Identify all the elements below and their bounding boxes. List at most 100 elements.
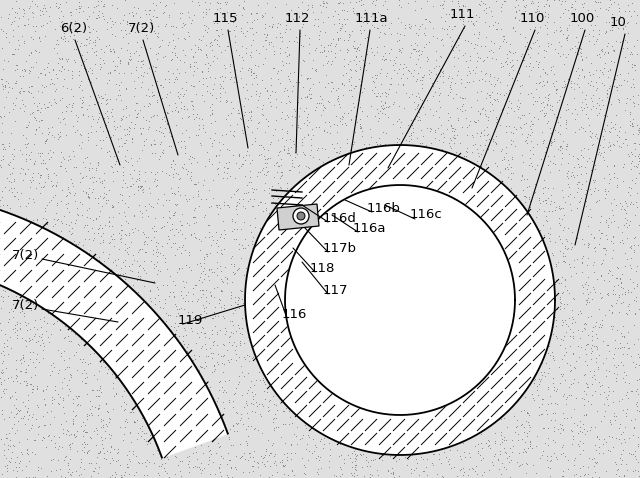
Point (259, 233, 269, 240)
Point (602, 395, 612, 402)
Point (307, 1, 317, 9)
Point (313, 465, 323, 473)
Point (509, 227, 519, 235)
Point (189, 314, 200, 321)
Point (28, 195, 38, 202)
Point (603, 74, 613, 81)
Point (615, 420, 625, 427)
Point (122, 126, 132, 133)
Point (111, 157, 121, 165)
Point (339, 216, 349, 224)
Point (131, 9, 141, 17)
Point (474, 367, 484, 375)
Point (202, 423, 212, 430)
Point (57, 62, 67, 70)
Point (397, 44, 407, 52)
Point (0, 366, 6, 373)
Point (608, 239, 618, 247)
Point (182, 106, 192, 113)
Point (188, 194, 198, 201)
Point (573, 441, 583, 448)
Point (361, 453, 371, 461)
Point (320, 28, 330, 36)
Point (118, 366, 128, 373)
Point (388, 100, 399, 108)
Point (566, 272, 577, 280)
Point (33, 107, 43, 114)
Point (532, 28, 543, 35)
Point (421, 349, 431, 357)
Point (355, 162, 365, 169)
Point (622, 44, 632, 52)
Point (582, 285, 592, 293)
Point (315, 178, 325, 185)
Point (265, 221, 275, 229)
Point (273, 246, 284, 253)
Point (346, 169, 356, 177)
Point (297, 368, 307, 375)
Point (173, 319, 184, 327)
Point (252, 239, 262, 247)
Point (155, 249, 165, 257)
Point (362, 287, 372, 294)
Point (83, 249, 93, 256)
Point (483, 195, 493, 203)
Point (97, 436, 108, 444)
Point (136, 130, 146, 137)
Text: 110: 110 (520, 11, 545, 24)
Point (358, 426, 368, 434)
Point (161, 369, 171, 377)
Point (384, 85, 394, 93)
Point (586, 349, 596, 357)
Point (282, 367, 292, 374)
Point (193, 463, 204, 471)
Point (444, 113, 454, 121)
Point (631, 387, 640, 394)
Point (207, 355, 217, 362)
Point (289, 82, 299, 89)
Point (47, 123, 57, 130)
Point (384, 392, 394, 400)
Point (236, 11, 246, 18)
Point (76, 252, 86, 260)
Point (596, 46, 606, 54)
Point (577, 439, 588, 446)
Point (497, 64, 507, 71)
Point (197, 429, 207, 437)
Point (472, 413, 483, 421)
Point (380, 92, 390, 99)
Point (486, 172, 497, 180)
Point (259, 388, 269, 395)
Point (453, 54, 463, 62)
Point (544, 234, 554, 242)
Point (208, 176, 218, 184)
Point (245, 167, 255, 175)
Point (520, 289, 531, 296)
Point (353, 342, 363, 350)
Point (182, 366, 192, 373)
Point (66, 327, 76, 335)
Point (497, 62, 508, 70)
Point (611, 458, 621, 466)
Point (493, 201, 503, 208)
Point (17, 225, 28, 232)
Point (102, 309, 113, 317)
Point (427, 145, 437, 152)
Point (634, 128, 640, 136)
Point (170, 419, 180, 426)
Point (56, 219, 67, 227)
Point (436, 130, 446, 138)
Point (22, 408, 33, 415)
Point (113, 53, 123, 61)
Point (508, 347, 518, 354)
Point (293, 324, 303, 332)
Point (99, 15, 109, 22)
Point (379, 415, 389, 423)
Point (438, 72, 448, 80)
Point (216, 472, 226, 478)
Point (118, 259, 128, 266)
Point (381, 55, 391, 63)
Point (127, 134, 137, 142)
Point (223, 201, 233, 208)
Point (594, 435, 604, 443)
